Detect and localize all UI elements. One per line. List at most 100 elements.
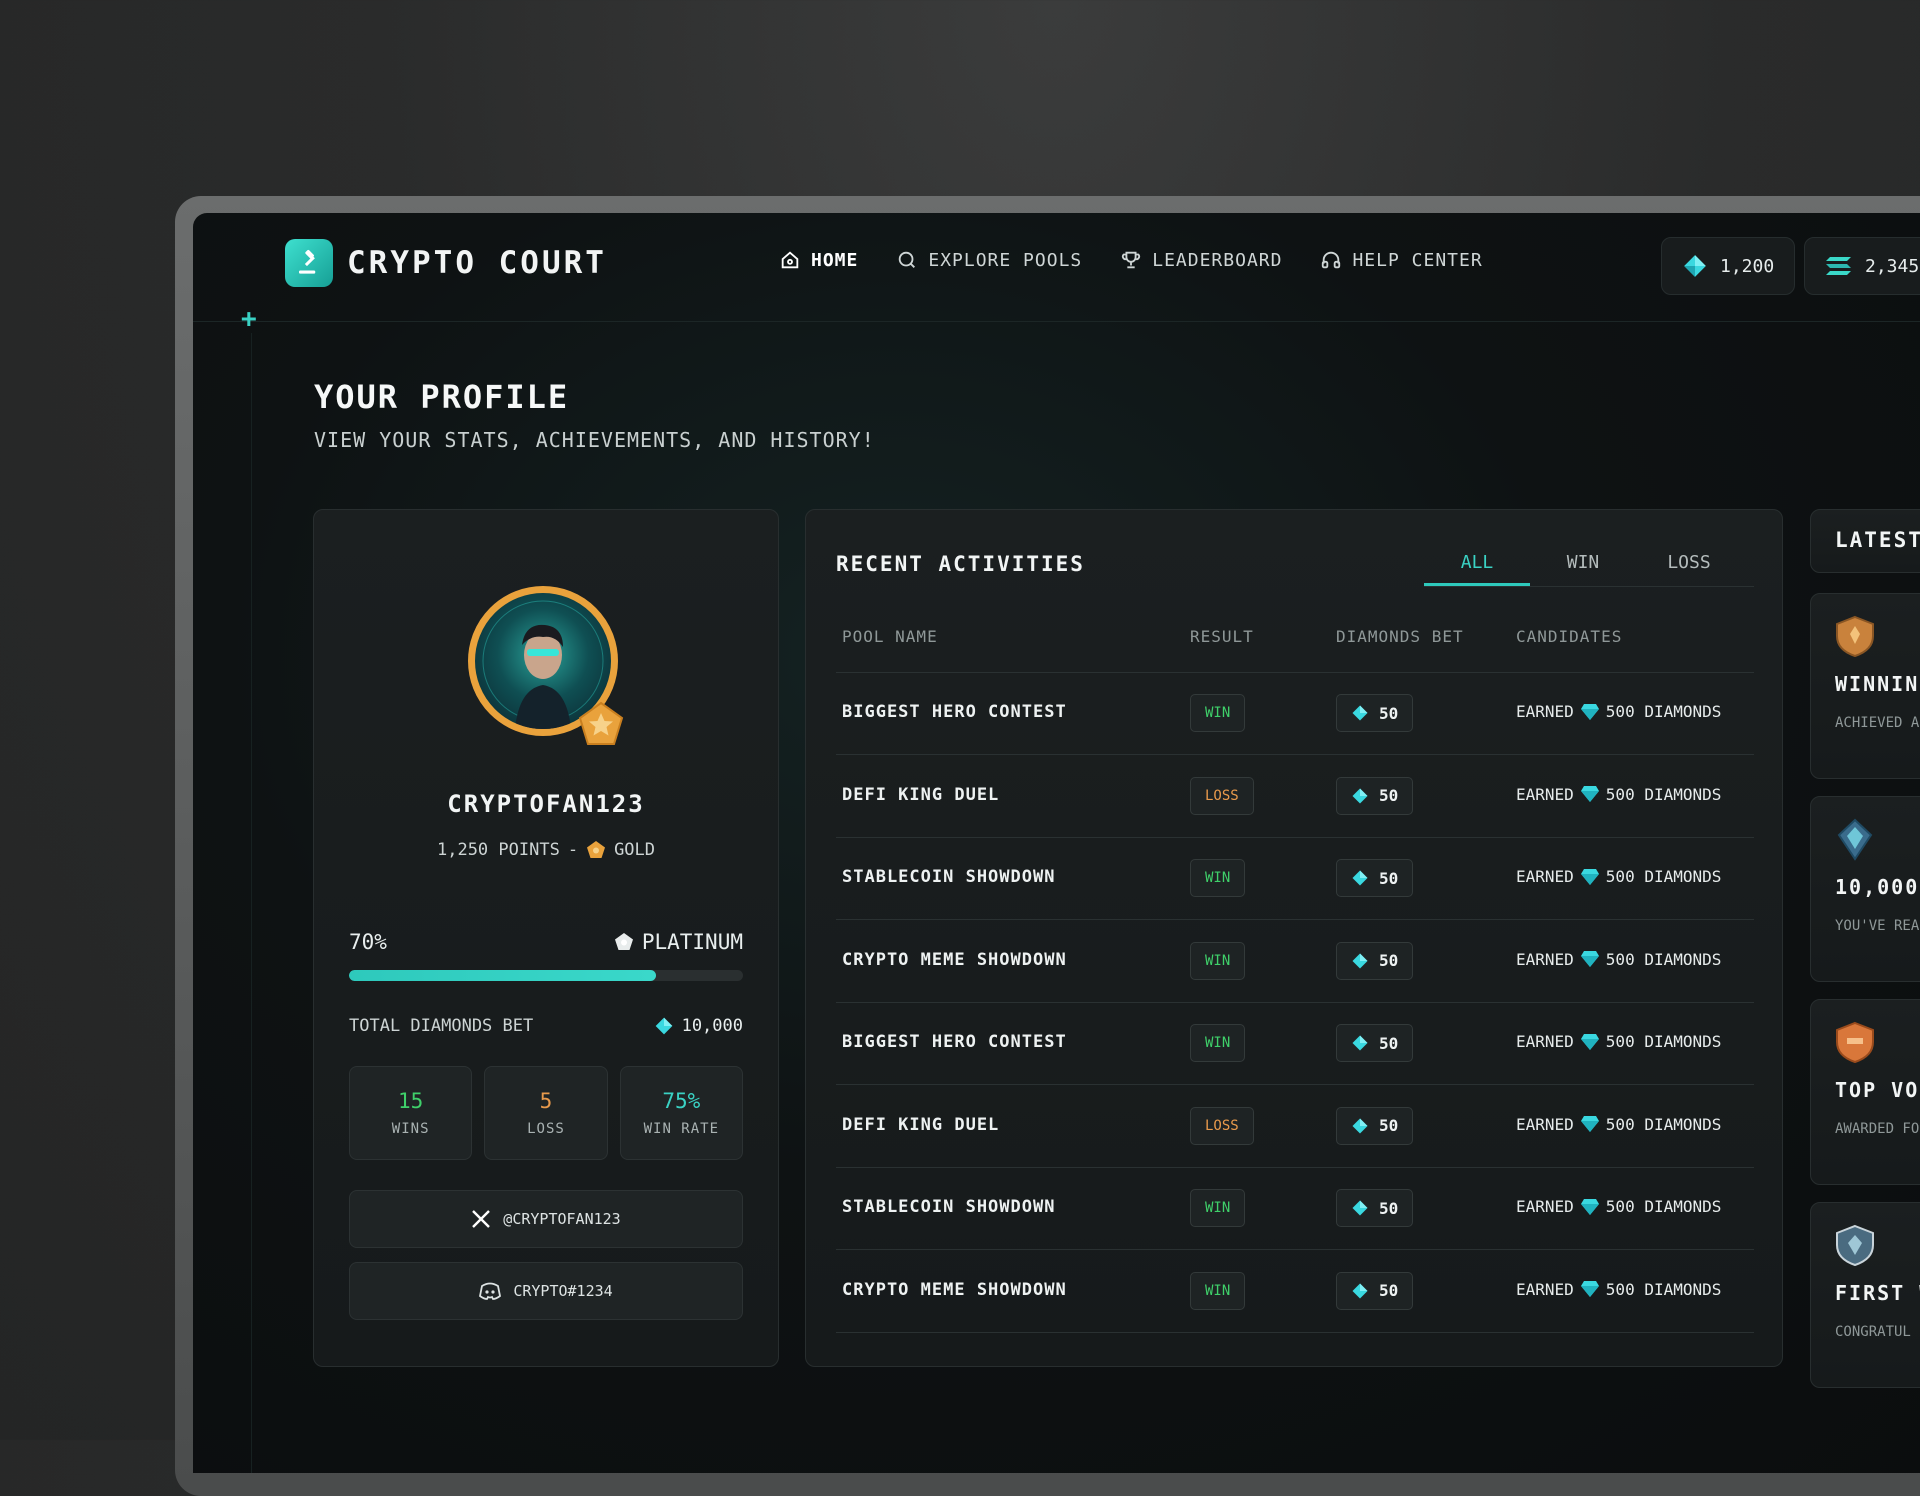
bet-value: 50	[1379, 1033, 1399, 1053]
table-row[interactable]: BIGGEST HERO CONTEST WIN 50 EARNED 500 DIAMO…	[836, 1002, 1754, 1085]
achievement-description: AWARDED FO VOTES IN A	[1835, 1121, 1920, 1137]
pool-name: STABLECOIN SHOWDOWN	[842, 1197, 1056, 1217]
candidates-earned: EARNED 500 DIAMONDS	[1516, 867, 1721, 886]
diamonds-bet: 50	[1336, 1271, 1414, 1310]
guide-line	[251, 333, 252, 1473]
home-icon	[781, 251, 799, 269]
nav-leaderboard-label: LEADERBOARD	[1152, 249, 1283, 271]
tab-loss[interactable]: LOSS	[1667, 552, 1711, 573]
profile-points-row: 1,250 POINTS - GOLD	[314, 840, 778, 860]
achievement-card[interactable]: WINNING ACHIEVED A BETS.	[1810, 593, 1920, 779]
nav-explore-pools[interactable]: EXPLORE POOLS	[896, 249, 1082, 271]
diamond-balance-value: 1,200	[1720, 255, 1775, 277]
platinum-medal-icon	[614, 933, 633, 950]
candidates-earned: EARNED 500 DIAMONDS	[1516, 1115, 1721, 1134]
result-badge: WIN	[1190, 941, 1246, 980]
achievement-card[interactable]: 10,000 D YOU'VE REAC IN POOLS!	[1810, 796, 1920, 982]
nav-home[interactable]: HOME	[779, 249, 858, 271]
achievement-title: 10,000 D	[1835, 875, 1920, 899]
discord-handle: CRYPTO#1234	[513, 1282, 613, 1300]
page-subtitle: VIEW YOUR STATS, ACHIEVEMENTS, AND HISTO…	[314, 428, 875, 452]
diamond-balance[interactable]: 1,200	[1661, 237, 1796, 295]
result-badge: WIN	[1190, 694, 1246, 732]
sol-balance-value: 2,345 S	[1865, 255, 1920, 277]
table-row[interactable]: CRYPTO MEME SHOWDOWN WIN 50 EARNED 500 DIAMO…	[836, 1250, 1754, 1333]
candidates-earned: EARNED 500 DIAMONDS	[1516, 1197, 1721, 1216]
gem-icon	[1580, 1198, 1599, 1215]
diamonds-bet: 50	[1336, 1189, 1414, 1227]
next-tier: PLATINUM	[614, 930, 743, 954]
nav-leaderboard[interactable]: LEADERBOARD	[1120, 249, 1282, 271]
diamond-icon	[1352, 953, 1368, 968]
earned-amount: 500 DIAMONDS	[1605, 784, 1722, 804]
achievement-card[interactable]: FIRST W CONGRATUL	[1810, 1202, 1920, 1388]
earned-prefix: EARNED	[1516, 1279, 1574, 1299]
silver-shield-icon	[1836, 1224, 1874, 1267]
earned-prefix: EARNED	[1516, 1032, 1574, 1051]
nav-help-center[interactable]: HELP CENTER	[1320, 249, 1482, 271]
nav-explore-label: EXPLORE POOLS	[928, 249, 1083, 271]
diamonds-bet: 50	[1336, 694, 1414, 732]
result-badge: LOSS	[1190, 776, 1254, 815]
twitter-link-button[interactable]: @CRYPTOFAN123	[349, 1190, 743, 1248]
achievement-description: ACHIEVED A BETS.	[1835, 715, 1920, 731]
stat-win-rate: 75% WIN RATE	[619, 1066, 743, 1160]
diamond-icon	[1684, 255, 1706, 277]
app-screen: CRYPTO COURT HOME EXPLORE POOLS LEADERBO…	[193, 213, 1920, 1473]
table-row[interactable]: BIGGEST HERO CONTEST WIN 50 EARNED 500 DIAMO…	[836, 672, 1754, 755]
gem-icon	[1580, 786, 1599, 802]
table-row[interactable]: STABLECOIN SHOWDOWN WIN 50 EARNED 500 DIAMON…	[836, 837, 1754, 920]
pool-name: STABLECOIN SHOWDOWN	[842, 867, 1056, 887]
sol-balance[interactable]: 2,345 S	[1804, 237, 1920, 295]
earned-amount: 500 DIAMONDS	[1605, 949, 1722, 969]
bronze-shield-icon	[1836, 615, 1874, 658]
diamond-icon	[1352, 705, 1368, 721]
tab-all[interactable]: ALL	[1424, 540, 1530, 586]
table-row[interactable]: CRYPTO MEME SHOWDOWN WIN 50 EARNED 500 DIAMO…	[836, 920, 1754, 1003]
gold-medal-icon	[587, 841, 606, 858]
table-row[interactable]: STABLECOIN SHOWDOWN WIN 50 EARNED 500 DIAMON…	[836, 1167, 1754, 1250]
stat-value: 5	[539, 1089, 553, 1113]
latest-title: LATEST	[1835, 528, 1920, 552]
earned-prefix: EARNED	[1516, 1114, 1574, 1134]
table-header: POOL NAME RESULT DIAMONDS BET CANDIDATES	[836, 616, 1754, 673]
column-header-diamonds-bet: DIAMONDS BET	[1336, 627, 1464, 646]
next-tier-label: PLATINUM	[641, 930, 743, 954]
top-header: CRYPTO COURT HOME EXPLORE POOLS LEADERBO…	[193, 213, 1920, 322]
profile-points: 1,250 POINTS	[436, 840, 560, 860]
pool-name: DEFI KING DUEL	[842, 1114, 1000, 1135]
total-diamonds-value-wrap: 10,000	[654, 1016, 743, 1036]
stats-row: 15 WINS 5 LOSS 75% WIN RATE	[349, 1066, 743, 1160]
avatar[interactable]	[468, 586, 618, 736]
tab-win[interactable]: WIN	[1566, 552, 1600, 573]
diamond-icon	[1352, 1283, 1368, 1298]
gem-icon	[1580, 703, 1599, 720]
diamond-icon	[1352, 1118, 1368, 1133]
gem-icon	[1580, 1116, 1599, 1132]
recent-activities-card: RECENT ACTIVITIES ALL WIN LOSS POOL NAME…	[805, 509, 1783, 1367]
bet-value: 50	[1379, 1116, 1399, 1135]
rank-progress-fill	[349, 970, 657, 981]
pool-name: CRYPTO MEME SHOWDOWN	[842, 949, 1067, 970]
discord-link-button[interactable]: CRYPTO#1234	[349, 1262, 743, 1320]
earned-prefix: EARNED	[1516, 867, 1574, 886]
stat-value: 75%	[662, 1089, 701, 1113]
profile-username: CRYPTOFAN123	[447, 790, 645, 818]
page-title: YOUR PROFILE	[314, 378, 570, 416]
earned-amount: 500 DIAMONDS	[1605, 1279, 1722, 1299]
gem-icon	[1580, 1033, 1599, 1050]
app-logo[interactable]: CRYPTO COURT	[285, 239, 607, 287]
table-row[interactable]: DEFI KING DUEL LOSS 50 EARNED 500 DIAMONDS	[836, 755, 1754, 838]
achievement-description: CONGRATUL	[1835, 1324, 1911, 1340]
earned-prefix: EARNED	[1516, 784, 1574, 804]
result-badge: WIN	[1190, 1024, 1246, 1062]
table-row[interactable]: DEFI KING DUEL LOSS 50 EARNED 500 DIAMONDS	[836, 1085, 1754, 1168]
achievement-card[interactable]: TOP VOT AWARDED FO VOTES IN A	[1810, 999, 1920, 1185]
diamonds-bet: 50	[1336, 1024, 1414, 1062]
earned-prefix: EARNED	[1516, 702, 1574, 721]
earned-amount: 500 DIAMONDS	[1605, 1197, 1722, 1216]
stat-value: 15	[398, 1089, 424, 1113]
x-logo-icon	[472, 1210, 491, 1228]
points-separator: -	[567, 840, 579, 860]
gem-icon	[1580, 951, 1599, 967]
